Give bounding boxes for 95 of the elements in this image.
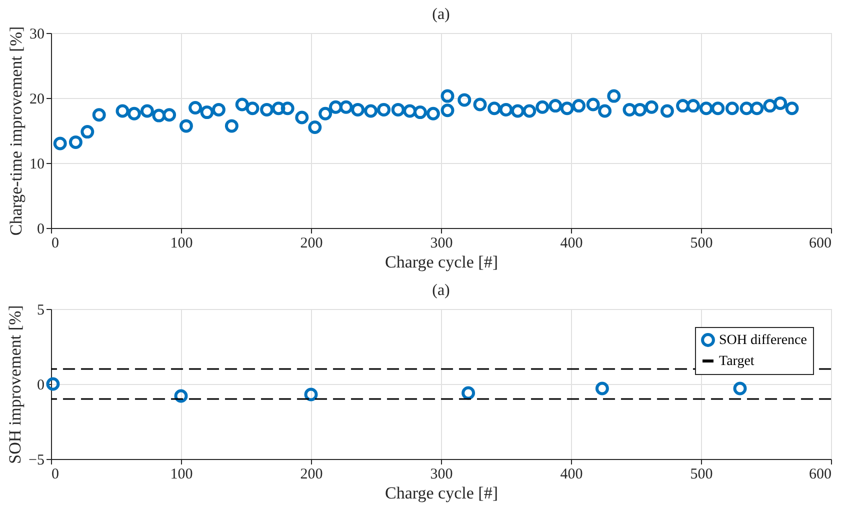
point (785, 102, 799, 116)
point (536, 100, 550, 114)
point (510, 104, 524, 118)
legend-label: SOH difference (719, 333, 807, 348)
point (462, 386, 476, 400)
point (188, 101, 202, 114)
x-tick-label: 200 (300, 466, 323, 482)
point (127, 106, 141, 120)
point (179, 119, 193, 133)
point (140, 104, 154, 118)
point (499, 102, 513, 116)
x-tick-label: 100 (170, 236, 193, 252)
point (224, 119, 238, 133)
point (660, 104, 674, 118)
point (391, 102, 405, 116)
point (280, 102, 294, 116)
point (260, 102, 274, 116)
y-axis-title: SOH improvement [%] (6, 305, 25, 464)
x-tick-label: 500 (690, 466, 713, 482)
point (598, 104, 612, 118)
point (607, 89, 621, 103)
point (548, 99, 562, 113)
point (644, 100, 658, 114)
point (458, 93, 472, 107)
point (68, 135, 82, 149)
point (200, 106, 214, 120)
y-tick-label: 0 (37, 378, 44, 394)
point (413, 106, 427, 120)
point (295, 110, 309, 124)
point (80, 125, 94, 139)
x-tick-label: 500 (690, 236, 713, 252)
y-tick-label: 5 (37, 302, 44, 318)
x-tick-label: 100 (170, 466, 193, 482)
point (750, 102, 764, 116)
x-tick-label: 400 (560, 466, 583, 482)
ref-line-label: Target (719, 354, 754, 369)
x-tick-label: 0 (52, 236, 59, 252)
point (440, 89, 454, 103)
point (488, 102, 502, 116)
point (595, 382, 609, 396)
y-tick-label: −5 (28, 452, 44, 468)
point (46, 377, 60, 391)
point (212, 102, 226, 116)
point (304, 388, 318, 402)
point (740, 102, 754, 116)
y-axis-title: Charge-time improvement [%] (6, 26, 26, 236)
point (560, 102, 574, 116)
x-tick-label: 300 (430, 466, 453, 482)
y-tick-label: 20 (30, 92, 44, 108)
point (92, 108, 106, 122)
chart-title: (a) (432, 6, 450, 23)
point (152, 108, 166, 122)
x-tick-label: 600 (809, 466, 832, 482)
point (377, 102, 391, 116)
point (328, 100, 342, 114)
point (633, 102, 647, 116)
point (733, 382, 747, 396)
point (522, 104, 536, 118)
x-axis-title: Charge cycle [#] (385, 252, 498, 272)
x-axis-title: Charge cycle [#] (385, 484, 498, 502)
point (473, 98, 487, 112)
point (572, 99, 586, 113)
point (364, 104, 378, 118)
x-tick-label: 0 (52, 466, 59, 482)
x-tick-label: 600 (809, 236, 832, 252)
point (246, 102, 260, 116)
point (676, 99, 690, 113)
point (711, 102, 725, 116)
point (339, 100, 353, 114)
point (351, 102, 365, 116)
y-tick-label: 0 (37, 222, 44, 238)
x-tick-label: 200 (300, 236, 323, 252)
point (116, 104, 130, 118)
point (318, 106, 332, 120)
x-tick-label: 400 (560, 236, 583, 252)
point (763, 99, 777, 113)
point (403, 104, 417, 118)
point (308, 120, 322, 134)
y-tick-label: 30 (30, 26, 44, 42)
point (162, 108, 176, 122)
point (699, 102, 713, 116)
x-tick-label: 300 (430, 236, 453, 252)
point (622, 102, 636, 116)
point (235, 98, 249, 112)
point (586, 98, 600, 112)
point (174, 389, 188, 403)
point (686, 99, 700, 113)
point (426, 106, 440, 120)
point (440, 104, 454, 118)
point (53, 136, 67, 150)
point (272, 102, 286, 116)
y-tick-label: 10 (30, 156, 44, 172)
point (725, 102, 739, 116)
chart-title: (a) (432, 282, 450, 299)
point (774, 96, 788, 110)
